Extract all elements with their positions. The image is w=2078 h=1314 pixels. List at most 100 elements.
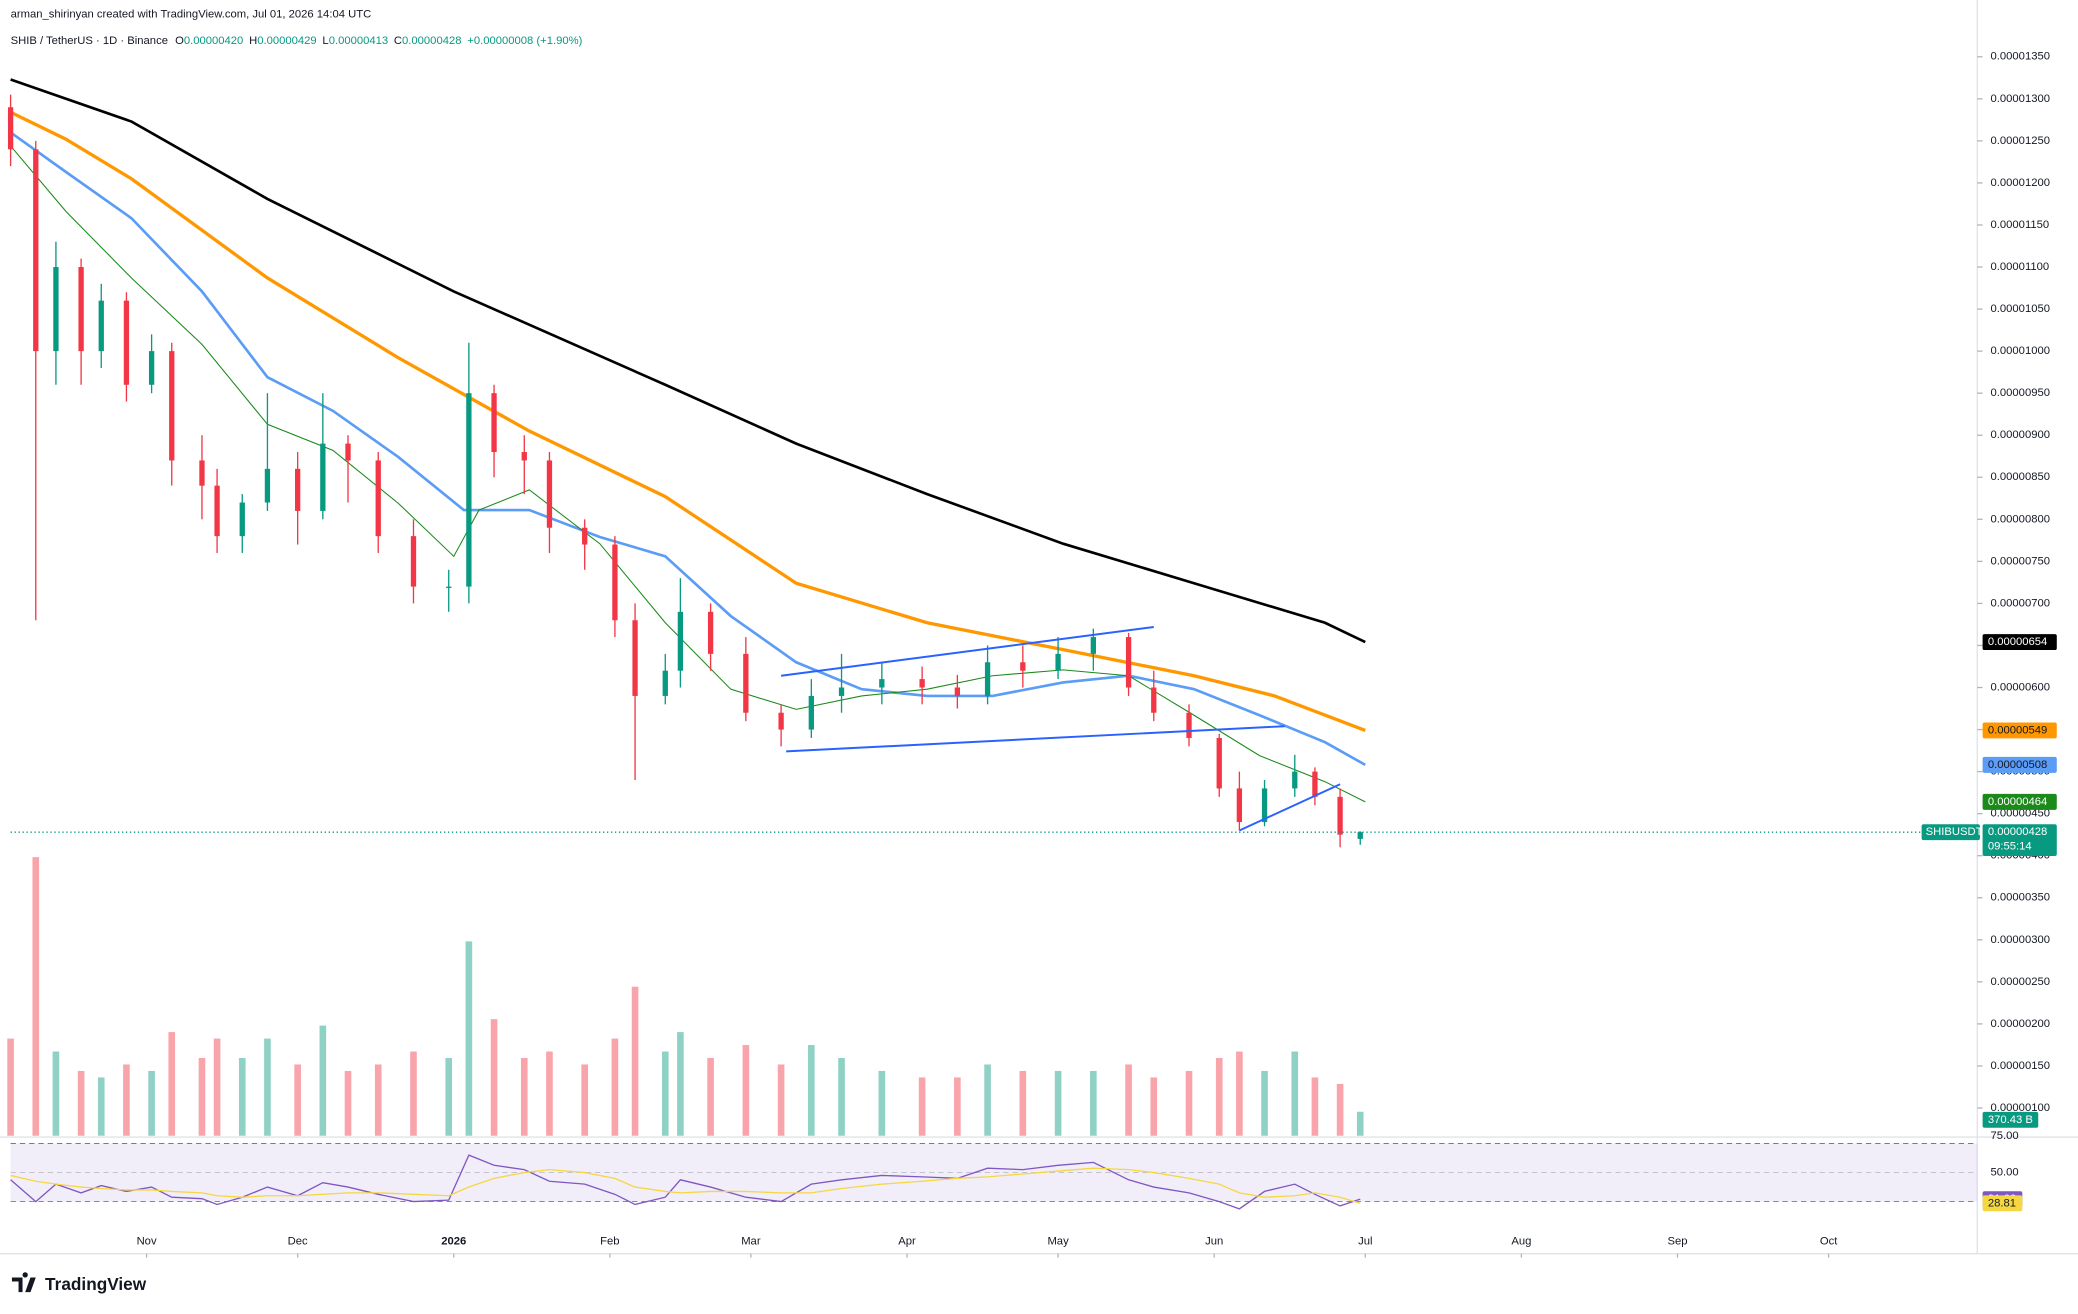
candle-body: [446, 586, 452, 588]
candle-body: [1151, 687, 1157, 713]
candle-body: [743, 653, 749, 713]
y-tick-label: 0.00000850: [1991, 471, 2050, 483]
candle-body: [33, 149, 39, 352]
y-tick-label: 0.00000600: [1991, 681, 2050, 693]
candle-body: [677, 611, 684, 671]
volume-bar: [97, 1077, 105, 1136]
candle-body: [778, 712, 784, 730]
l-value: 0.00000413: [329, 35, 388, 47]
volume-bar: [631, 986, 639, 1136]
candle-body: [632, 620, 638, 696]
candle-body: [345, 443, 351, 461]
c-key: C: [394, 35, 402, 47]
volume-bar: [707, 1058, 714, 1136]
ma-tag: [1982, 793, 2057, 810]
volume-bar: [148, 1070, 155, 1136]
candle-body: [264, 468, 271, 503]
candle-body: [491, 393, 497, 453]
l-key: L: [322, 35, 328, 47]
countdown: 09:55:14: [1988, 841, 2032, 853]
ma-tag-label: 0.00000508: [1988, 759, 2047, 771]
candle-body: [7, 107, 14, 150]
candle-body: [98, 300, 104, 352]
volume-bar: [123, 1064, 130, 1136]
candle-body: [214, 485, 220, 537]
volume-bar: [878, 1070, 886, 1136]
volume-bar: [954, 1077, 961, 1136]
volume-bar: [1356, 1111, 1364, 1136]
footer-logo: TradingView: [11, 1272, 147, 1294]
x-tick-label: Dec: [288, 1236, 308, 1248]
candle-body: [612, 544, 618, 621]
rsi-line: [10, 1154, 1361, 1210]
y-tick-label: 0.00001150: [1991, 219, 2050, 231]
volume-bar: [319, 1025, 327, 1136]
candle-body: [123, 300, 130, 385]
candle-body: [320, 443, 326, 511]
candle-body: [879, 679, 885, 688]
candle-body: [1236, 788, 1243, 823]
candle-body: [984, 662, 991, 696]
volume-bar: [1236, 1051, 1243, 1136]
trendline: [786, 725, 1285, 753]
volume-bar: [52, 1051, 60, 1136]
y-tick-label: 0.00001000: [1991, 345, 2050, 357]
volume-bar: [1054, 1070, 1062, 1136]
y-tick-label: 0.00000800: [1991, 513, 2050, 525]
trendline: [780, 625, 1154, 677]
volume-bar: [198, 1058, 206, 1136]
volume-bar: [1090, 1070, 1097, 1136]
candle-body: [239, 502, 245, 537]
candle-body: [410, 536, 417, 587]
candle-body: [78, 267, 84, 352]
volume-bar: [374, 1064, 382, 1136]
volume-bar: [1336, 1083, 1344, 1136]
volume-bar: [32, 857, 40, 1136]
volume-tag: [1982, 1111, 2039, 1128]
volume-bar: [1185, 1070, 1193, 1136]
x-tick-label: May: [1047, 1236, 1069, 1248]
candle-body: [919, 679, 925, 688]
volume-bar: [1215, 1058, 1223, 1136]
candle-body: [1055, 653, 1061, 671]
volume-bar: [465, 941, 473, 1136]
price-tag-label: 0.00000428: [1988, 826, 2047, 838]
candle-body: [1261, 788, 1268, 823]
y-tick-label: 0.00000900: [1991, 429, 2050, 441]
x-tick-label: Nov: [137, 1236, 157, 1248]
candle-body: [199, 460, 205, 486]
symbol-tag-label: SHIBUSDT: [1926, 826, 1983, 838]
volume-bar: [490, 1019, 498, 1136]
c-value: 0.00000428: [402, 35, 461, 47]
brand: TradingView: [45, 1274, 147, 1294]
volume-bar: [344, 1070, 352, 1136]
y-tick-label: 0.00000150: [1991, 1060, 2050, 1072]
volume-bar: [1261, 1070, 1268, 1136]
volume-bar: [742, 1045, 750, 1136]
volume-bar: [918, 1077, 926, 1136]
ma-tag: [1982, 722, 2057, 739]
candle-body: [1337, 796, 1343, 835]
rsi-tick-label: 75.00: [1991, 1130, 2019, 1142]
volume-bar: [1125, 1064, 1132, 1136]
candle-body: [1020, 662, 1026, 671]
y-tick-label: 0.00001100: [1991, 261, 2050, 273]
volume-bar: [611, 1038, 619, 1136]
symbol: SHIB / TetherUS · 1D · Binance: [11, 35, 168, 47]
candle-body: [1125, 637, 1132, 688]
symbol-tag: [1921, 824, 1980, 841]
volume-bar: [546, 1051, 553, 1136]
trendline: [1238, 783, 1341, 832]
candle-body: [295, 468, 301, 511]
credit: arman_shirinyan created with TradingView…: [11, 9, 372, 21]
volume-bar: [1311, 1077, 1319, 1136]
x-tick-label: Apr: [898, 1236, 916, 1248]
volume-bar: [213, 1038, 221, 1136]
candle-body: [838, 687, 845, 696]
candle-body: [546, 460, 553, 528]
price-tag: [1982, 824, 2057, 857]
